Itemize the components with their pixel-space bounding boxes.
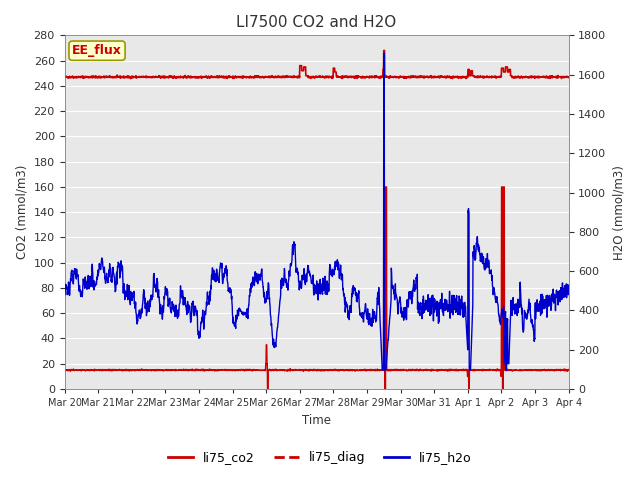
X-axis label: Time: Time <box>302 414 331 427</box>
Text: EE_flux: EE_flux <box>72 44 122 57</box>
Y-axis label: H2O (mmol/m3): H2O (mmol/m3) <box>612 165 625 260</box>
Title: LI7500 CO2 and H2O: LI7500 CO2 and H2O <box>236 15 397 30</box>
Y-axis label: CO2 (mmol/m3): CO2 (mmol/m3) <box>15 165 28 259</box>
Legend: li75_co2, li75_diag, li75_h2o: li75_co2, li75_diag, li75_h2o <box>163 446 477 469</box>
